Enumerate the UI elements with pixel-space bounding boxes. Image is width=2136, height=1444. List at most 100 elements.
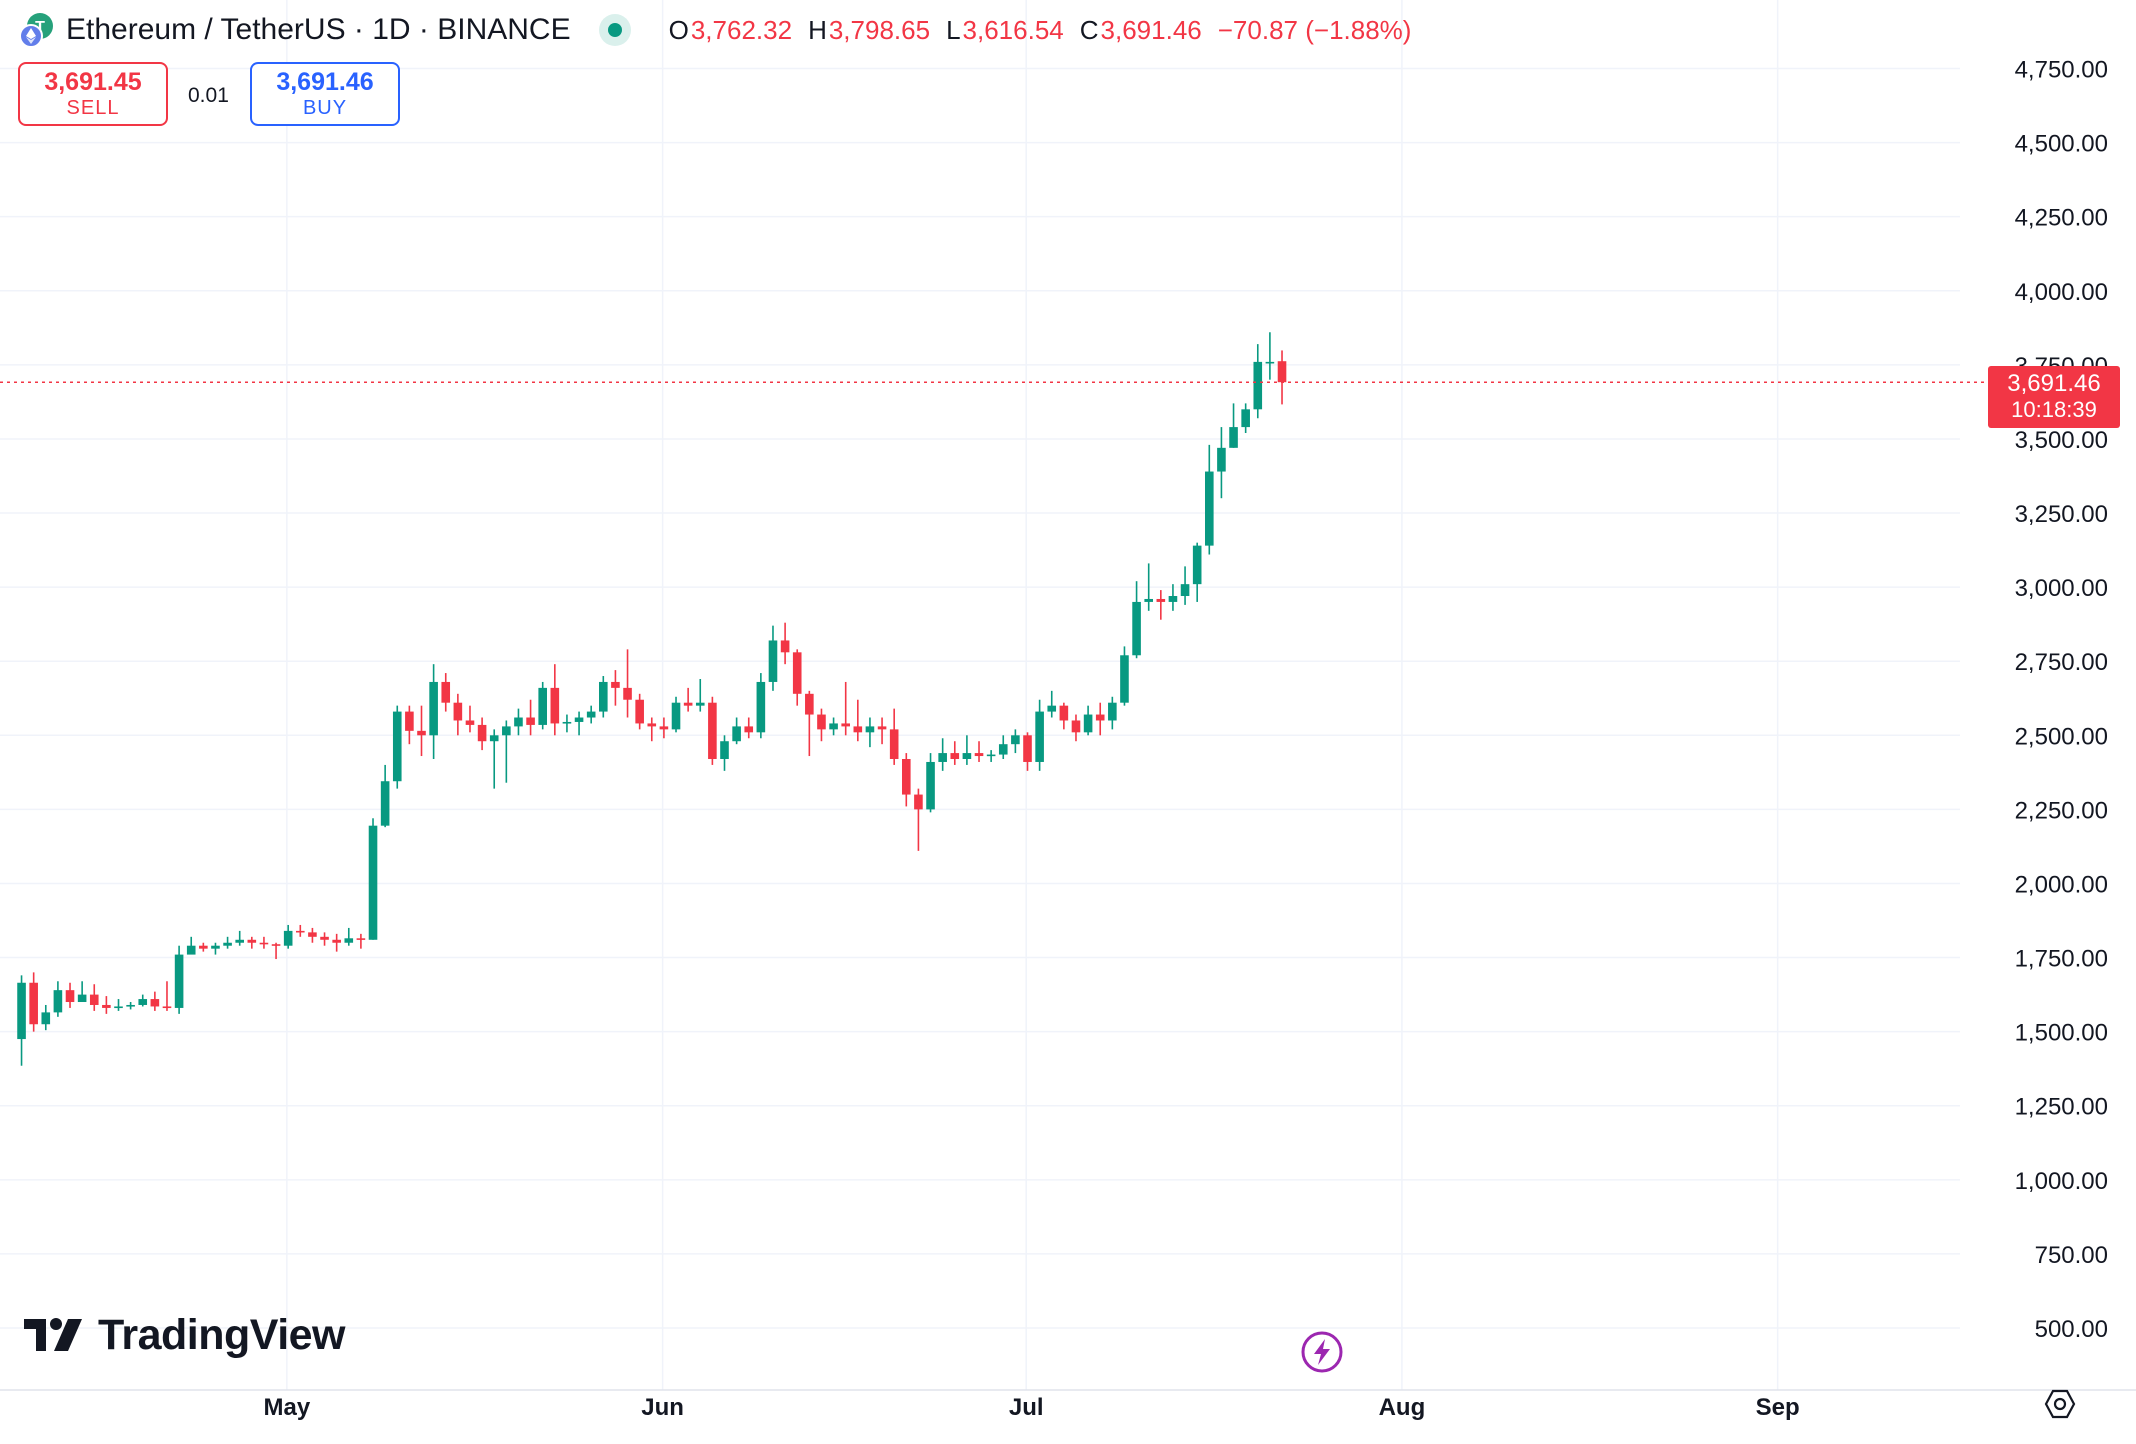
candle (223, 936, 232, 949)
candle (320, 932, 329, 946)
candle (998, 735, 1008, 760)
candle (562, 714, 572, 733)
symbol-title[interactable]: Ethereum / TetherUS · 1D · BINANCE (66, 13, 571, 46)
candle-body (174, 954, 184, 1008)
candle (1192, 542, 1202, 602)
candle (732, 717, 741, 745)
x-tick-label: Aug (1379, 1394, 1426, 1421)
candle-body (1180, 584, 1190, 597)
candle-body (829, 723, 838, 730)
candle (938, 738, 947, 771)
candle-body (683, 702, 693, 706)
buy-button[interactable]: 3,691.46 BUY (250, 62, 400, 126)
candle (768, 625, 778, 691)
candle (780, 622, 790, 665)
buy-label: BUY (302, 97, 348, 119)
candle-body (296, 930, 305, 933)
candle-body (126, 1004, 135, 1007)
candle (296, 924, 305, 937)
candle-body (1083, 714, 1093, 733)
candle (356, 933, 366, 949)
price-axis[interactable]: 500.00 750.00 1,000.00 1,250.00 1,500.00 1,75… (2015, 57, 2108, 1344)
candle (17, 975, 26, 1066)
candle-body (1253, 361, 1263, 410)
candle-body (1023, 735, 1032, 762)
eth-usdt-logo-icon: T (19, 13, 53, 48)
candle-body (841, 723, 850, 727)
candle-body (998, 744, 1008, 755)
candle (829, 717, 838, 736)
candle-body (114, 1006, 123, 1009)
candle (599, 676, 608, 718)
candle-body (65, 990, 75, 1003)
candle-body (283, 930, 293, 946)
candle (1241, 403, 1250, 434)
candle (1132, 581, 1141, 659)
candle (635, 693, 644, 730)
candle-body (768, 640, 778, 682)
candle-body (502, 726, 511, 736)
candle-body (586, 711, 596, 718)
candlestick-series (17, 332, 1287, 1066)
candle-body (1047, 705, 1057, 712)
candle (368, 818, 378, 940)
watermark-text: TradingView (98, 1310, 346, 1359)
candle-body (405, 711, 414, 731)
candle (1108, 696, 1117, 730)
candle (611, 670, 620, 706)
candle (1168, 584, 1178, 611)
candle-body (344, 938, 354, 943)
time-axis[interactable]: May Jun Jul Aug Sep (0, 1389, 2136, 1421)
candle-body (986, 754, 996, 757)
candle-body (1011, 735, 1020, 745)
low-label: L (946, 14, 961, 45)
candle-body (1132, 601, 1141, 656)
high-value: 3,798.65 (828, 14, 931, 45)
candle (259, 936, 269, 949)
candle (647, 717, 657, 742)
candle-body (805, 693, 814, 715)
buy-price: 3,691.46 (276, 68, 374, 96)
x-tick-label: Jun (641, 1394, 684, 1421)
candle (950, 741, 960, 765)
candle (865, 717, 875, 748)
candle (429, 664, 438, 760)
lightning-icon[interactable] (1300, 1330, 1344, 1374)
y-tick-label: 750.00 (2035, 1242, 2108, 1269)
candle (502, 720, 511, 783)
y-tick-label: 3,250.00 (2015, 501, 2108, 528)
candle-body (526, 717, 535, 725)
spread-value: 0.01 (188, 84, 229, 107)
candle-body (199, 945, 208, 949)
candle-body (877, 726, 887, 730)
candle-body (550, 687, 560, 724)
candle (65, 982, 75, 1008)
candle-body (489, 735, 499, 742)
candle (1217, 427, 1226, 499)
candle-body (162, 1006, 172, 1009)
candle-body (756, 681, 766, 733)
y-tick-label: 4,000.00 (2015, 279, 2108, 306)
candle-body (889, 729, 899, 760)
candle (623, 649, 632, 718)
candle (1144, 563, 1153, 611)
candle-body (780, 640, 790, 653)
candle-body (235, 939, 244, 943)
x-tick-label: Sep (1756, 1394, 1800, 1421)
tradingview-watermark[interactable]: TradingView (24, 1310, 346, 1360)
candle (271, 942, 281, 960)
candle (817, 708, 826, 742)
y-tick-label: 1,750.00 (2015, 946, 2108, 973)
candle-body (453, 702, 463, 721)
open-label: O (668, 14, 689, 45)
close-label: C (1079, 14, 1099, 45)
candle (489, 729, 499, 789)
candle-body (247, 939, 257, 943)
y-tick-label: 2,750.00 (2015, 649, 2108, 676)
candle-body (465, 720, 475, 725)
candle-body (417, 730, 426, 736)
candle (344, 927, 354, 946)
sell-button[interactable]: 3,691.45 SELL (18, 62, 168, 126)
settings-hex-icon[interactable] (2044, 1388, 2076, 1420)
